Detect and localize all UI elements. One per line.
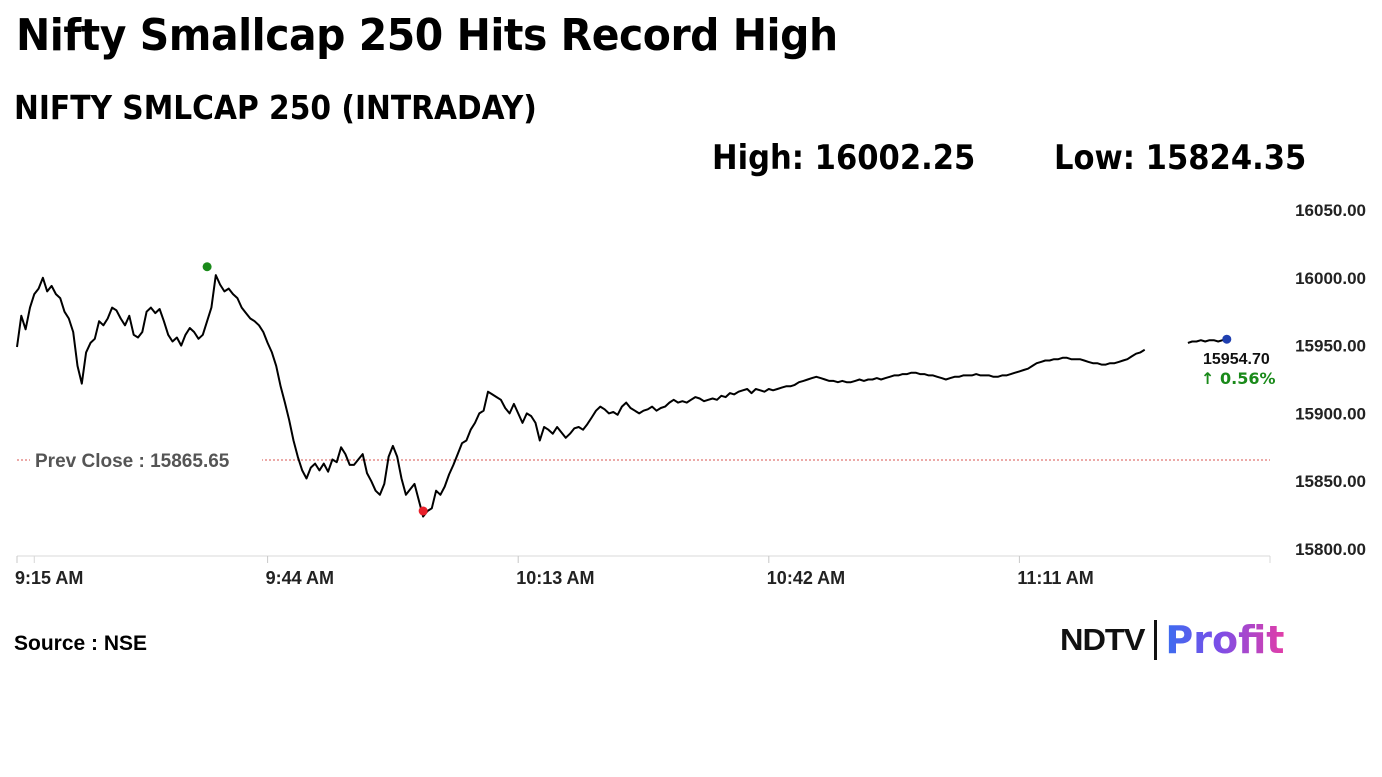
logo-brand-text: NDTV <box>1060 622 1145 657</box>
chart-title: Nifty Smallcap 250 Hits Record High <box>16 10 838 61</box>
y-tick-label: 15800.00 <box>1295 540 1366 559</box>
last-price-label: 15954.70 <box>1203 351 1270 368</box>
prev-close-label-bg <box>30 446 262 471</box>
x-tick-label: 9:44 AM <box>266 568 334 588</box>
x-tick-label: 10:13 AM <box>516 568 594 588</box>
source-note: Source : NSE <box>14 632 148 655</box>
prev-close-label: Prev Close : 15865.65 <box>35 451 230 472</box>
y-tick-label: 15900.00 <box>1295 404 1366 423</box>
logo-product-text: Profit <box>1165 618 1285 662</box>
x-tick-label: 11:11 AM <box>1017 568 1093 588</box>
x-tick-label: 10:42 AM <box>767 568 845 588</box>
price-line <box>16 274 1228 518</box>
y-tick-label: 16050.00 <box>1295 201 1366 220</box>
x-tick-label: 9:15 AM <box>15 568 83 588</box>
y-tick-label: 15950.00 <box>1295 337 1366 356</box>
ndtv-profit-logo: NDTV Profit <box>1060 618 1284 662</box>
high-marker <box>202 262 212 272</box>
y-tick-label: 15850.00 <box>1295 472 1366 491</box>
day-low-label: Low: 15824.35 <box>1054 138 1307 178</box>
change-percent-label: ↑ 0.56% <box>1201 369 1275 388</box>
day-high-label: High: 16002.25 <box>712 138 976 178</box>
y-tick-label: 16000.00 <box>1295 269 1366 288</box>
low-marker <box>418 506 428 516</box>
logo-divider <box>1154 620 1158 660</box>
last-price-marker <box>1222 334 1232 344</box>
chart-subtitle: NIFTY SMLCAP 250 (INTRADAY) <box>14 88 537 127</box>
